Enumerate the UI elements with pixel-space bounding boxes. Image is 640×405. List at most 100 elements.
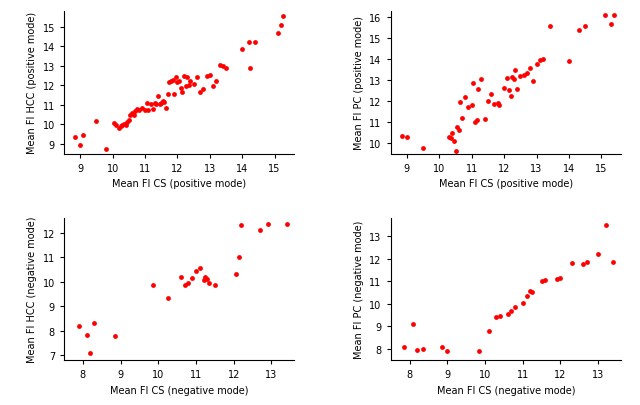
Point [116,124,126,130]
Point [204,280,214,286]
Point [147,282,157,289]
Point [110,333,120,339]
Point [245,65,255,72]
Point [528,79,538,85]
Point [111,123,121,129]
Point [483,99,493,105]
Point [236,222,246,229]
Point [148,106,158,113]
Point [132,106,142,113]
Point [454,127,464,134]
Point [172,80,182,87]
Point [545,23,555,30]
Point [282,221,292,228]
Point [195,265,205,272]
Point [109,121,119,127]
Point [470,120,480,126]
Point [399,344,409,350]
Point [479,117,490,123]
Point [608,259,618,266]
Point [221,65,231,72]
Point [525,288,536,295]
Point [408,321,419,328]
Point [515,74,525,80]
Point [164,80,175,87]
Point [582,259,592,266]
Point [180,282,190,289]
Point [273,30,283,37]
Point [455,100,465,107]
Point [119,122,129,128]
Point [198,277,209,284]
Point [101,146,111,153]
Y-axis label: Mean FI PC (positive mode): Mean FI PC (positive mode) [354,16,364,150]
Point [518,300,528,306]
Point [114,126,124,132]
Point [230,271,241,278]
Point [447,130,458,136]
Point [474,348,484,355]
Point [192,74,202,81]
Point [70,134,81,141]
Point [179,73,189,80]
Y-axis label: Mean FI PC (negative mode): Mean FI PC (negative mode) [354,220,364,358]
Point [490,102,500,109]
Point [78,132,88,139]
Point [552,276,562,282]
Point [472,117,482,124]
Point [140,107,150,114]
Point [536,278,547,285]
Point [195,90,205,96]
Point [525,65,535,72]
Point [473,86,483,93]
Point [89,320,99,327]
X-axis label: Mean FI CS (positive mode): Mean FI CS (positive mode) [438,179,573,189]
Point [609,13,620,19]
Point [600,222,611,228]
Point [92,118,102,124]
Point [449,139,459,145]
Point [130,108,140,115]
Point [512,86,522,93]
Point [211,79,221,85]
Point [177,90,188,96]
Point [418,146,428,152]
Point [127,110,137,117]
Point [183,280,193,286]
Point [506,307,516,314]
Point [200,274,211,280]
Point [163,92,173,98]
Point [494,103,504,109]
Point [442,348,452,355]
Point [499,85,509,92]
Point [534,58,545,64]
Point [504,87,514,94]
Point [510,304,520,311]
Point [176,274,186,280]
Point [573,28,584,34]
Point [184,83,194,90]
Point [255,227,265,234]
Point [147,101,157,108]
X-axis label: Mean FI CS (negative mode): Mean FI CS (negative mode) [110,385,248,395]
Point [120,123,131,129]
Point [180,84,191,90]
Point [397,133,407,140]
Point [580,23,590,30]
Point [244,40,254,47]
Point [445,135,456,142]
Point [198,87,209,93]
Point [189,82,199,88]
Point [166,79,176,85]
Point [191,268,201,274]
Point [157,98,168,105]
Point [578,261,588,268]
Point [262,221,273,228]
Point [502,311,513,318]
Point [156,100,166,107]
Point [122,120,132,126]
Point [468,81,479,87]
Point [133,107,143,114]
Point [171,74,181,81]
Point [436,344,447,350]
